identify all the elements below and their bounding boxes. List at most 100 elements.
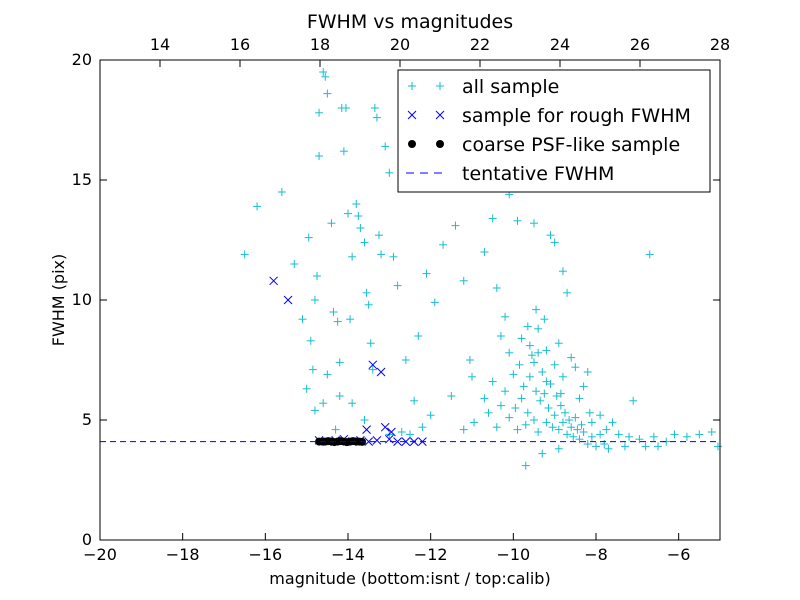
top-x-tick-label: 28 bbox=[710, 35, 730, 54]
legend-marker-right bbox=[436, 82, 444, 90]
all-sample-point bbox=[366, 339, 375, 348]
rough-sample-point bbox=[364, 437, 374, 446]
all-sample-point bbox=[641, 442, 650, 451]
all-sample-point bbox=[569, 432, 578, 441]
rough-sample-point bbox=[376, 367, 386, 377]
all-sample-point bbox=[319, 68, 328, 76]
all-sample-point bbox=[554, 444, 563, 453]
all-sample-point bbox=[534, 428, 543, 436]
all-sample-point bbox=[368, 365, 377, 374]
x-tick-label: −14 bbox=[331, 545, 365, 564]
all-sample-point bbox=[544, 404, 553, 412]
all-sample-point bbox=[315, 152, 324, 160]
all-sample-point bbox=[393, 281, 402, 290]
all-sample-point bbox=[645, 250, 654, 259]
all-sample-point bbox=[335, 392, 344, 400]
all-sample-point bbox=[587, 418, 596, 427]
legend-marker-right-b bbox=[435, 110, 445, 120]
all-sample-point bbox=[558, 372, 567, 381]
legend-marker-right bbox=[435, 110, 445, 120]
all-sample-point bbox=[550, 360, 559, 369]
all-sample-point bbox=[430, 298, 439, 307]
x-tick-label: −10 bbox=[496, 545, 530, 564]
legend-marker-left-b bbox=[407, 110, 417, 120]
all-sample-point bbox=[571, 363, 580, 372]
all-sample-point bbox=[625, 432, 634, 441]
all-sample-point bbox=[492, 284, 501, 292]
rough-sample-point-b bbox=[269, 276, 278, 286]
all-sample-point bbox=[501, 387, 510, 396]
all-sample-point bbox=[575, 435, 584, 444]
legend-marker-right bbox=[436, 140, 444, 148]
all-sample-point bbox=[348, 252, 357, 261]
y-tick-label: 5 bbox=[82, 410, 92, 429]
all-sample-point bbox=[496, 401, 505, 410]
y-axis-label: FWHM (pix) bbox=[49, 254, 68, 347]
all-sample-point bbox=[515, 360, 524, 369]
all-sample-point bbox=[488, 214, 497, 223]
all-sample-point bbox=[542, 346, 551, 355]
legend-marker-all-sample bbox=[408, 82, 444, 90]
all-sample-point bbox=[558, 267, 567, 276]
all-sample-point bbox=[532, 305, 541, 314]
all-sample-point bbox=[333, 317, 342, 326]
rough-sample-point-b bbox=[362, 425, 371, 434]
all-sample-point bbox=[523, 322, 532, 331]
all-sample-point bbox=[372, 113, 381, 122]
top-x-tick-label: 26 bbox=[630, 35, 650, 54]
all-sample-point bbox=[561, 408, 569, 417]
rough-sample-point bbox=[269, 276, 278, 286]
all-sample-point bbox=[310, 406, 319, 415]
y-tick-label: 0 bbox=[82, 530, 92, 549]
all-sample-point bbox=[583, 368, 592, 376]
all-sample-point bbox=[596, 430, 605, 439]
all-sample-point bbox=[546, 231, 555, 240]
x-tick-label: −6 bbox=[667, 545, 691, 564]
all-sample-point bbox=[505, 348, 514, 357]
all-sample-point bbox=[521, 461, 530, 470]
all-sample-point bbox=[341, 104, 350, 112]
all-sample-point bbox=[418, 423, 427, 432]
top-x-axis: 14 16 18 20 22 24 26 28 bbox=[150, 35, 730, 67]
rough-sample-point-b bbox=[372, 436, 382, 445]
all-sample-point bbox=[304, 233, 313, 242]
all-sample-point bbox=[538, 368, 547, 376]
rough-sample-point-b bbox=[380, 422, 390, 432]
all-sample-point bbox=[501, 312, 510, 321]
all-sample-point bbox=[513, 425, 522, 434]
all-sample-point bbox=[308, 365, 317, 374]
all-sample-point bbox=[240, 250, 249, 259]
all-sample-point bbox=[397, 428, 406, 436]
all-sample-point bbox=[550, 238, 559, 247]
x-tick-label: −18 bbox=[166, 545, 200, 564]
x-tick-label: −16 bbox=[248, 545, 282, 564]
all-sample-point bbox=[370, 104, 379, 112]
all-sample-point bbox=[465, 356, 474, 364]
all-sample-point bbox=[550, 411, 559, 420]
rough-sample-point bbox=[387, 427, 396, 437]
all-sample-point bbox=[511, 404, 520, 412]
all-sample-point bbox=[573, 425, 582, 434]
y-tick-label: 10 bbox=[72, 290, 92, 309]
all-sample-point bbox=[587, 432, 596, 441]
all-sample-point bbox=[565, 416, 574, 424]
all-sample-point bbox=[362, 288, 371, 297]
rough-sample-point-b bbox=[393, 437, 402, 446]
all-sample-point bbox=[530, 358, 538, 367]
all-sample-point bbox=[517, 394, 526, 403]
all-sample-point bbox=[406, 430, 414, 439]
all-sample-point bbox=[579, 428, 588, 436]
legend-marker-rough-sample bbox=[407, 110, 445, 120]
all-sample-point bbox=[364, 300, 373, 309]
all-sample-point bbox=[523, 408, 532, 417]
all-sample-point bbox=[468, 372, 476, 381]
all-sample-point bbox=[290, 260, 299, 268]
all-sample-point bbox=[527, 351, 536, 360]
all-sample-point bbox=[620, 442, 629, 451]
top-x-tick-label: 20 bbox=[390, 35, 410, 54]
all-sample-point bbox=[329, 308, 338, 316]
all-sample-point bbox=[654, 442, 662, 451]
all-sample-point bbox=[540, 315, 549, 324]
all-sample-point bbox=[513, 216, 522, 225]
top-x-tick-label: 22 bbox=[470, 35, 490, 54]
